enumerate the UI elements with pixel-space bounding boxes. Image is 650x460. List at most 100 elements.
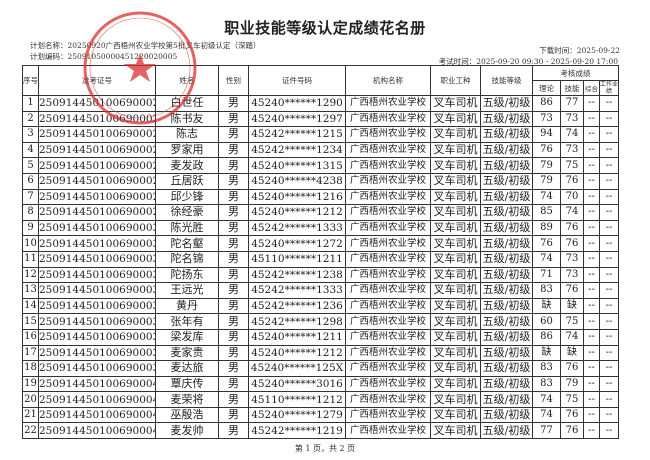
cell-org: 广西梧州农业学校	[345, 126, 431, 143]
cell-gender: 男	[218, 188, 249, 206]
cell-work-score: --	[599, 344, 619, 362]
cell-gender: 男	[218, 344, 249, 362]
cell-overall-score: --	[583, 204, 600, 221]
cell-work-score: --	[599, 391, 619, 408]
cell-job: 叉车司机	[430, 219, 481, 237]
table-row: 17 2509144501006900038 麦家贵男 45240******1212…	[22, 344, 619, 362]
cell-id-no: 45240******1212	[248, 204, 346, 221]
cell-job: 叉车司机	[430, 282, 481, 299]
cell-theory-score: 74	[532, 250, 561, 268]
cell-exam-no: 2509144501006900030	[38, 219, 156, 237]
cell-skill-score: 74	[560, 126, 584, 143]
header-exam-no: 准考证号	[38, 65, 156, 96]
cell-exam-no: 2509144501006900023	[38, 110, 156, 128]
cell-name: 麦发政	[155, 157, 219, 174]
cell-overall-score: --	[583, 328, 600, 346]
header-seq: 序号	[22, 65, 39, 96]
cell-theory-score: 74	[532, 391, 561, 408]
cell-theory-score: 缺	[532, 344, 561, 362]
cell-level: 五级/初级	[480, 375, 533, 393]
table-row: 14 2509144501006900035 黄丹男 45242******1236 广…	[22, 297, 619, 315]
download-time: 下载时间：2025-09-22	[539, 46, 620, 55]
cell-org: 广西梧州农业学校	[345, 157, 431, 174]
cell-level: 五级/初级	[480, 422, 533, 440]
cell-org: 广西梧州农业学校	[345, 172, 431, 190]
cell-gender: 男	[218, 422, 249, 440]
table-row: 18 2509144501006900039 麦达旅男 45240******125X…	[22, 360, 619, 377]
cell-seq: 6	[22, 172, 39, 190]
cell-level: 五级/初级	[480, 141, 533, 159]
cell-seq: 3	[22, 126, 39, 143]
cell-level: 五级/初级	[480, 219, 533, 237]
cell-overall-score: --	[583, 95, 600, 112]
cell-org: 广西梧州农业学校	[345, 95, 431, 112]
cell-overall-score: --	[583, 375, 600, 393]
table-row: 7 2509144501006900028 邱少锋男 45240******1216 广…	[22, 188, 619, 206]
cell-theory-score: 缺	[532, 297, 561, 315]
table-row: 11 2509144501006900032 陀名锦男 45110******1211…	[22, 250, 619, 268]
cell-org: 广西梧州农业学校	[345, 141, 431, 159]
cell-skill-score: 70	[560, 188, 584, 206]
cell-seq: 12	[22, 266, 39, 284]
cell-skill-score: 74	[560, 204, 584, 221]
cell-job: 叉车司机	[430, 95, 481, 112]
cell-exam-no: 2509144501006900024	[38, 126, 156, 143]
cell-overall-score: --	[583, 250, 600, 268]
cell-org: 广西梧州农业学校	[345, 375, 431, 393]
cell-overall-score: --	[583, 110, 600, 128]
table-row: 21 2509144501006900042 巫殷浩男 45240******1279…	[22, 406, 619, 424]
cell-level: 五级/初级	[480, 344, 533, 362]
cell-level: 五级/初级	[480, 406, 533, 424]
cell-name: 邱少锋	[155, 188, 219, 206]
cell-id-no: 45240******3016	[248, 375, 346, 393]
cell-theory-score: 85	[532, 204, 561, 221]
cell-name: 王远光	[155, 282, 219, 299]
cell-gender: 男	[218, 204, 249, 221]
header-level: 技能等级	[480, 65, 533, 96]
cell-work-score: --	[599, 219, 619, 237]
cell-job: 叉车司机	[430, 110, 481, 128]
cell-seq: 19	[22, 375, 39, 393]
table-row: 6 2509144501006900027 丘居跃男 45240******4238 广…	[22, 172, 619, 190]
cell-org: 广西梧州农业学校	[345, 360, 431, 377]
cell-exam-no: 2509144501006900029	[38, 204, 156, 221]
cell-exam-no: 2509144501006900022	[38, 95, 156, 112]
cell-level: 五级/初级	[480, 126, 533, 143]
cell-org: 广西梧州农业学校	[345, 344, 431, 362]
cell-theory-score: 79	[532, 172, 561, 190]
cell-exam-no: 2509144501006900028	[38, 188, 156, 206]
cell-seq: 21	[22, 406, 39, 424]
cell-theory-score: 76	[532, 141, 561, 159]
cell-id-no: 45240******1290	[248, 95, 346, 112]
cell-work-score: --	[599, 266, 619, 284]
table-row: 12 2509144501006900033 陀扬东男 45242******1238…	[22, 266, 619, 284]
cell-job: 叉车司机	[430, 313, 481, 330]
cell-org: 广西梧州农业学校	[345, 188, 431, 206]
cell-theory-score: 76	[532, 235, 561, 252]
cell-level: 五级/初级	[480, 172, 533, 190]
table-row: 22 2509144501006900043 麦发帅男 45242******1219…	[22, 422, 619, 440]
cell-name: 巫殷浩	[155, 406, 219, 424]
cell-work-score: --	[599, 422, 619, 440]
cell-name: 陈志	[155, 126, 219, 143]
cell-theory-score: 89	[532, 219, 561, 237]
cell-theory-score: 74	[532, 188, 561, 206]
cell-overall-score: --	[583, 172, 600, 190]
cell-overall-score: --	[583, 235, 600, 252]
header-skill: 技能	[560, 80, 584, 96]
cell-skill-score: 76	[560, 422, 584, 440]
cell-name: 徐经豪	[155, 204, 219, 221]
cell-skill-score: 76	[560, 406, 584, 424]
cell-level: 五级/初级	[480, 328, 533, 346]
cell-skill-score: 76	[560, 219, 584, 237]
cell-overall-score: --	[583, 266, 600, 284]
table-row: 8 2509144501006900029 徐经豪男 45240******1212 广…	[22, 204, 619, 221]
table-row: 2 2509144501006900023 陈书友男 45240******1297 广…	[22, 110, 619, 128]
table-row: 3 2509144501006900024 陈志男 45242******1215 广西…	[22, 126, 619, 143]
cell-level: 五级/初级	[480, 157, 533, 174]
cell-skill-score: 79	[560, 375, 584, 393]
cell-gender: 男	[218, 250, 249, 268]
cell-gender: 男	[218, 313, 249, 330]
cell-work-score: --	[599, 282, 619, 299]
cell-exam-no: 2509144501006900040	[38, 375, 156, 393]
